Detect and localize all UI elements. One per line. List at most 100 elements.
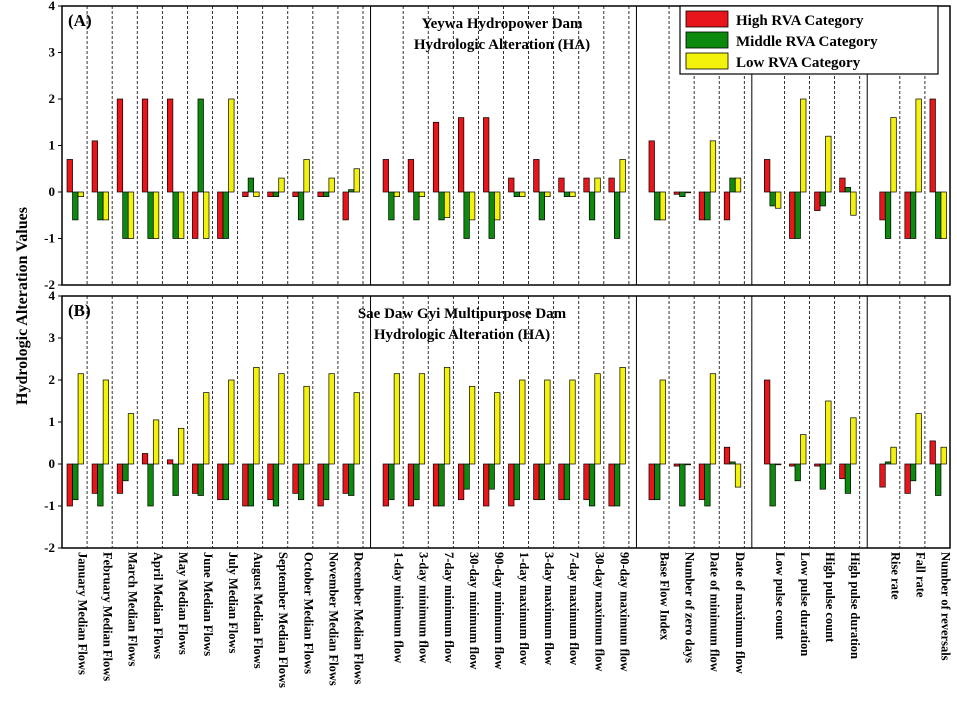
bar-high [839,177,846,193]
bar-low [77,373,84,465]
bar-high [879,463,886,488]
x-tick-label: High pulse duration [848,552,862,659]
bar-high [292,191,299,198]
bar-high [608,177,615,193]
bar-low [775,463,782,466]
bar-high [192,191,199,239]
bar-middle [463,463,470,490]
y-tick-label: 3 [49,330,56,345]
bar-middle [910,191,917,239]
bar-low [253,367,260,465]
x-tick-label: Base Flow Index [658,552,672,641]
bar-low [353,392,360,465]
bar-high [167,98,174,193]
bar-high [508,463,515,507]
bar-middle [819,463,826,490]
bar-high [483,117,490,193]
bar-low [469,191,476,221]
bar-low [102,379,110,465]
bar-high [382,159,389,193]
bar-low [890,446,897,465]
x-tick-label: April Median Flows [151,552,165,659]
bar-high [929,98,936,193]
bar-high [764,159,771,193]
bar-high [342,191,349,221]
bar-low [619,367,626,465]
panel-title: Sae Daw Gyi Multipurpose Dam [358,306,567,322]
bar-low [253,191,260,198]
bar-middle [323,463,330,501]
bar-middle [438,191,445,221]
bar-middle [247,463,254,507]
y-tick-label: 0 [49,184,56,199]
bar-middle [704,463,711,507]
bar-high [608,463,615,507]
bar-low [278,177,285,193]
x-tick-label: February Median Flows [101,552,115,681]
bar-high [533,463,540,501]
x-tick-label: 7-day minimum flow [442,552,456,663]
bar-high [814,463,821,467]
bar-middle [588,463,596,507]
panel-a: -2 -1 0 1 2 3 4 (A) Yeywa Hydropower Dam Hydrolog… [44,0,951,292]
bar-low [890,117,897,193]
x-tick-label: November Median Flows [326,552,340,686]
legend: High RVA Category Middle RVA Category Low … [679,5,939,75]
bar-low [850,417,857,465]
bar-middle [729,461,736,465]
legend-label: High RVA Category [736,13,864,29]
bar-middle [769,191,776,207]
x-tick-label: March Median Flows [126,552,140,666]
bar-low [734,463,742,488]
legend-swatch [685,31,729,49]
y-tick-label: 4 [49,0,56,13]
x-tick-label: October Median Flows [301,552,315,674]
x-tick-label: Number of zero days [683,552,697,663]
bar-high [814,191,821,211]
y-tick-label: 2 [49,372,56,387]
bar-high [929,440,936,465]
bar-high [648,140,655,193]
bar-high [533,159,540,193]
bar-middle [463,191,470,239]
bar-low [775,191,782,209]
bar-high [317,463,324,507]
bar-middle [272,191,280,198]
panel-label: (A) [68,11,92,30]
y-tick-label: 1 [49,414,56,429]
bar-low [127,413,135,465]
bar-high [879,191,886,221]
bar-high [698,463,706,501]
legend-label: Low RVA Category [736,55,861,71]
bar-high [432,121,440,193]
bar-high [789,191,796,239]
y-tick-label: -1 [44,498,55,513]
bar-low [940,446,947,465]
bar-high [141,453,149,465]
bar-middle [413,463,420,501]
bar-high [242,463,249,507]
bar-high [457,117,465,193]
bar-middle [588,191,596,221]
x-tick-label: 30-day minimum flow [467,552,481,669]
bar-middle [388,463,395,501]
bar-low [825,400,832,465]
bar-middle [297,191,305,221]
bar-low [494,191,501,221]
x-tick-label: High pulse count [823,552,837,643]
bar-low [850,191,857,216]
bar-middle [614,191,621,239]
bar-high [342,463,349,494]
bar-middle [679,191,686,198]
bar-low [303,385,310,465]
bar-middle [563,191,571,198]
bar-low [800,98,807,193]
y-tick-label: 0 [49,456,56,471]
bar-middle [538,463,545,501]
bar-middle [844,463,852,494]
bar-high [91,140,98,193]
bar-low [102,191,110,221]
x-tick-label: Low pulse count [773,552,787,640]
bar-low [77,191,84,198]
